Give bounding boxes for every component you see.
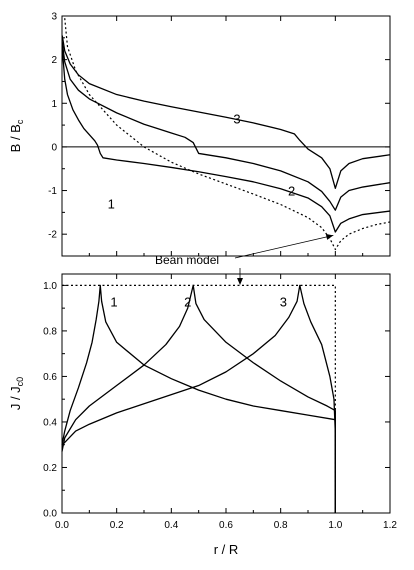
top-chart: -2 -1 0 1 2 3 1 2 3 B / Bc Bean model [8, 12, 391, 285]
top-x-axis-ticks [61, 16, 391, 256]
y-tick-label: 1.0 [43, 281, 57, 292]
y-tick-label: 0.2 [43, 463, 57, 474]
curve-label-3: 3 [233, 112, 240, 127]
curve-1 [61, 48, 391, 233]
curve-2 [61, 42, 391, 211]
bean-model-arrowhead [325, 234, 334, 240]
top-y-axis-label: B / Bc [8, 119, 25, 152]
y-tick-label: 0 [51, 142, 57, 153]
x-tick-label: 1.2 [383, 520, 397, 531]
y-tick-label: 2 [51, 55, 57, 66]
x-tick-label: 0.0 [55, 520, 69, 531]
curve-label-1: 1 [108, 197, 115, 212]
bean-model-label: Bean model [155, 253, 219, 267]
y-tick-label: 0.6 [43, 372, 57, 383]
bean-model-curve [62, 284, 336, 513]
bottom-plot-frame [61, 273, 391, 514]
bottom-curve-labels: 1 2 3 [110, 294, 287, 309]
bean-model-pointer-arrowhead [237, 278, 243, 285]
bean-model-annotation: Bean model [155, 234, 334, 285]
curve-label-2: 2 [288, 184, 295, 199]
curve-3 [61, 35, 391, 190]
y-tick-label: 0.8 [43, 326, 57, 337]
top-y-axis-ticks: -2 -1 0 1 2 3 [48, 12, 390, 241]
y-tick-label: 1 [51, 99, 57, 110]
bottom-series-group [61, 284, 336, 513]
top-curve-labels: 1 2 3 [108, 112, 296, 212]
curve-3 [61, 284, 336, 513]
curve-label-1: 1 [110, 294, 117, 309]
bottom-chart: 0.0 0.2 0.4 0.6 0.8 1.0 0.0 0.2 0.4 0.6 0.8 1.0 1.2… [8, 273, 397, 557]
x-tick-label: 0.2 [110, 520, 124, 531]
curve-label-3: 3 [280, 294, 287, 309]
curve-2 [61, 284, 336, 513]
bean-model-arrow [234, 234, 334, 259]
bottom-y-axis-label: J / Jc0 [8, 377, 25, 410]
y-tick-label: 0.0 [43, 509, 57, 520]
top-series-group [61, 18, 391, 251]
top-plot-frame [61, 15, 391, 257]
x-tick-label: 0.8 [274, 520, 288, 531]
x-axis-label: r / R [214, 542, 239, 557]
y-tick-label: 3 [51, 12, 57, 23]
y-tick-label: -2 [48, 230, 57, 241]
y-tick-label: 0.4 [43, 417, 57, 428]
x-tick-label: 0.4 [164, 520, 178, 531]
x-tick-label: 1.0 [328, 520, 342, 531]
y-tick-label: -1 [48, 186, 57, 197]
bean-model-curve [64, 18, 391, 251]
curve-label-2: 2 [184, 294, 191, 309]
bottom-x-axis-ticks: 0.0 0.2 0.4 0.6 0.8 1.0 1.2 [55, 274, 397, 531]
curve-1 [61, 284, 336, 513]
bottom-y-axis-ticks: 0.0 0.2 0.4 0.6 0.8 1.0 [43, 281, 390, 520]
x-tick-label: 0.6 [219, 520, 233, 531]
